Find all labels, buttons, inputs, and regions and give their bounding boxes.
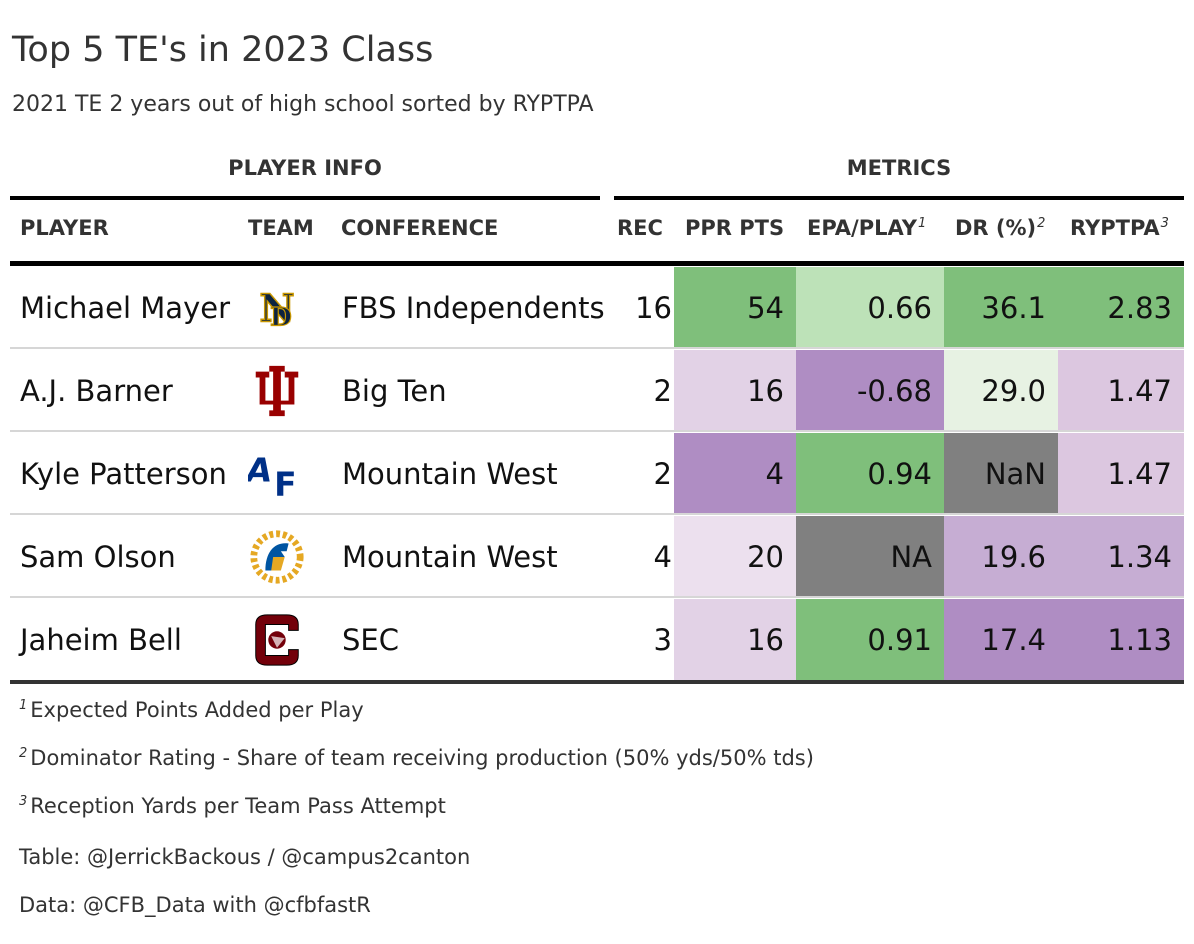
cell-epa: 0.94 bbox=[796, 433, 944, 515]
cell-ppr: 4 bbox=[674, 433, 796, 515]
cell-conference: Big Ten bbox=[342, 374, 447, 408]
table-row: Kyle Patterson A F Mountain West 2 4 0.94 NaN 1.… bbox=[10, 433, 1184, 515]
cell-player: Kyle Patterson bbox=[20, 457, 227, 491]
cell-ryptpa: 1.47 bbox=[1058, 350, 1184, 432]
cell-player: Michael Mayer bbox=[20, 291, 231, 325]
san-jose-state-logo bbox=[248, 528, 306, 586]
cell-rec: 2 bbox=[653, 457, 672, 491]
source-note-data: Data: @CFB_Data with @cfbfastR bbox=[19, 893, 371, 917]
cell-rec: 3 bbox=[653, 623, 672, 657]
cell-dr: 29.0 bbox=[944, 350, 1058, 432]
cell-ppr: 20 bbox=[674, 516, 796, 598]
cell-dr: NaN bbox=[944, 433, 1058, 515]
footnote-mark-ryptpa: 3 bbox=[1160, 216, 1169, 231]
col-header-conference: CONFERENCE bbox=[341, 216, 499, 240]
cell-ryptpa: 1.34 bbox=[1058, 516, 1184, 598]
cell-player: A.J. Barner bbox=[20, 374, 173, 408]
footnote-1: 1 Expected Points Added per Play bbox=[19, 698, 364, 722]
cell-rec: 4 bbox=[653, 540, 672, 574]
col-header-rec: REC bbox=[617, 216, 663, 240]
cell-player: Jaheim Bell bbox=[20, 623, 182, 657]
cell-ryptpa: 1.13 bbox=[1058, 599, 1184, 681]
row-separator bbox=[10, 347, 1184, 349]
cell-epa: 0.66 bbox=[796, 267, 944, 349]
footnote-3: 3 Reception Yards per Team Pass Attempt bbox=[19, 794, 446, 818]
spanner-player-info: PLAYER INFO bbox=[228, 156, 382, 180]
cell-epa: NA bbox=[796, 516, 944, 598]
cell-conference: SEC bbox=[342, 623, 399, 657]
cell-epa: 0.91 bbox=[796, 599, 944, 681]
footnote-2-mark: 2 bbox=[19, 746, 28, 761]
svg-text:D: D bbox=[270, 301, 292, 331]
footnote-2-text: Dominator Rating - Share of team receivi… bbox=[30, 746, 814, 770]
cell-ppr: 16 bbox=[674, 350, 796, 432]
col-header-ppr: PPR PTS bbox=[685, 216, 785, 240]
cell-conference: Mountain West bbox=[342, 457, 558, 491]
footnote-3-text: Reception Yards per Team Pass Attempt bbox=[30, 794, 446, 818]
cell-conference: FBS Independents bbox=[342, 291, 605, 325]
footnote-mark-epa: 1 bbox=[917, 216, 927, 231]
cell-dr: 19.6 bbox=[944, 516, 1058, 598]
cell-dr: 36.1 bbox=[944, 267, 1058, 349]
col-header-team: TEAM bbox=[248, 216, 314, 240]
cell-ryptpa: 1.47 bbox=[1058, 433, 1184, 515]
table-row: A.J. Barner Big Ten 2 16 -0.68 29.0 1.47 bbox=[10, 350, 1184, 432]
footnote-1-text: Expected Points Added per Play bbox=[30, 698, 364, 722]
south-carolina-logo bbox=[248, 611, 306, 669]
cell-dr: 17.4 bbox=[944, 599, 1058, 681]
table-row: Jaheim Bell SEC 3 16 0.91 17.4 1.13 bbox=[10, 599, 1184, 681]
cell-rec: 16 bbox=[635, 291, 672, 325]
row-separator bbox=[10, 596, 1184, 598]
table-row: Michael Mayer N D FBS Independents 16 54 0.66 3… bbox=[10, 267, 1184, 349]
source-note-table: Table: @JerrickBackous / @campus2canton bbox=[19, 845, 471, 869]
footnote-mark-dr: 2 bbox=[1037, 216, 1046, 231]
col-header-dr: DR (%)2 bbox=[955, 216, 1045, 240]
spanner-rule-player-info bbox=[10, 196, 600, 200]
cell-rec: 2 bbox=[653, 374, 672, 408]
footnote-2: 2 Dominator Rating - Share of team receiv… bbox=[19, 746, 814, 770]
spanner-rule-metrics bbox=[614, 196, 1184, 200]
cell-player: Sam Olson bbox=[20, 540, 176, 574]
col-header-dr-label: DR (%) bbox=[955, 216, 1037, 240]
cell-conference: Mountain West bbox=[342, 540, 558, 574]
row-separator bbox=[10, 430, 1184, 432]
col-header-epa: EPA/PLAY1 bbox=[807, 216, 926, 240]
spanner-metrics: METRICS bbox=[846, 156, 952, 180]
table-title: Top 5 TE's in 2023 Class bbox=[12, 30, 434, 70]
col-header-ryptpa: RYPTPA3 bbox=[1070, 216, 1169, 240]
cell-ryptpa: 2.83 bbox=[1058, 267, 1184, 349]
col-header-ryptpa-label: RYPTPA bbox=[1070, 216, 1160, 240]
cell-epa: -0.68 bbox=[796, 350, 944, 432]
table-row: Sam Olson Mountain West 4 20 NA 19.6 1.34 bbox=[10, 516, 1184, 598]
footnote-1-mark: 1 bbox=[19, 698, 28, 713]
footnote-3-mark: 3 bbox=[19, 794, 28, 809]
cell-ppr: 16 bbox=[674, 599, 796, 681]
col-header-epa-label: EPA/PLAY bbox=[807, 216, 917, 240]
bottom-rule bbox=[10, 680, 1184, 684]
row-separator bbox=[10, 513, 1184, 515]
indiana-logo bbox=[248, 362, 306, 420]
cell-ppr: 54 bbox=[674, 267, 796, 349]
col-header-player: PLAYER bbox=[20, 216, 109, 240]
svg-text:F: F bbox=[274, 464, 296, 503]
header-rule bbox=[10, 261, 1184, 266]
svg-text:N: N bbox=[259, 287, 294, 332]
table-subtitle: 2021 TE 2 years out of high school sorte… bbox=[12, 92, 594, 117]
svg-text:A: A bbox=[248, 451, 276, 490]
